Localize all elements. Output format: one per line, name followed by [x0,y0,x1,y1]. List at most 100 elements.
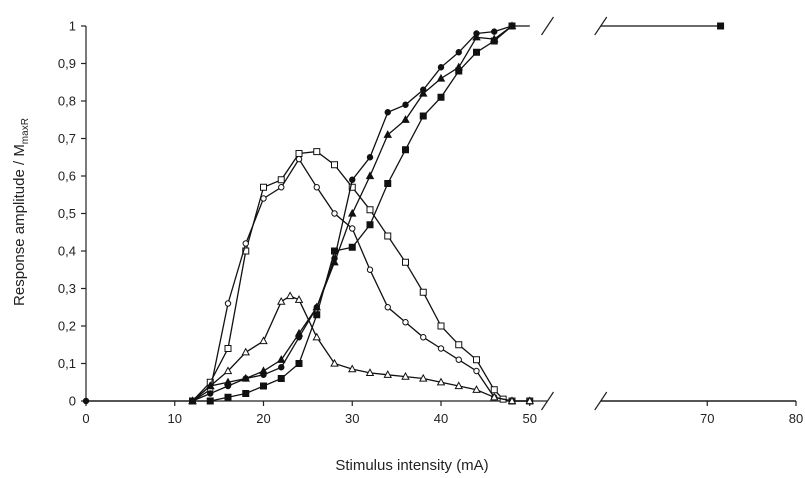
data-point [507,396,517,405]
plateau-after-break [600,22,725,30]
data-point [436,377,446,386]
series-filled-triangle [188,21,517,405]
data-point [455,356,462,363]
series-group [82,21,796,405]
data-point [437,322,445,330]
data-point [224,393,232,401]
data-point [383,130,392,138]
data-point [260,382,267,390]
data-point [241,373,250,382]
data-point [348,208,357,217]
data-point [490,37,498,45]
data-point [312,332,321,341]
data-point [313,148,321,156]
data-point [490,386,498,394]
data-point [348,183,356,191]
data-point [277,355,286,363]
data-point [365,368,375,376]
data-point [419,112,427,120]
data-point [366,266,374,273]
data-point [242,247,250,255]
data-point [472,32,481,41]
data-point [366,221,374,229]
data-point [717,22,725,30]
data-point [454,381,463,390]
data-point [277,296,286,305]
series-line [192,150,530,402]
y-tick-label: 0,8 [58,94,76,109]
data-point [348,243,356,251]
x-axis-title: Stimulus intensity (mA) [335,457,488,474]
data-point [490,392,499,401]
series-open-triangle [188,291,534,405]
data-point [259,366,268,375]
x-tick-label: 20 [256,411,270,426]
series-open-square [189,148,534,405]
data-point [224,345,232,352]
y-tick-label: 0,7 [58,131,76,146]
data-point [349,176,356,183]
data-point [491,28,498,35]
data-point [473,367,480,375]
data-point [330,358,339,367]
data-point [383,370,392,378]
data-point [384,232,392,240]
data-point [224,300,232,307]
data-point [455,67,463,75]
data-point [206,381,215,390]
data-point [277,176,285,184]
data-point [331,161,338,169]
data-point [437,93,445,101]
data-point [419,373,428,382]
data-point [260,183,267,191]
data-point [278,364,285,371]
y-tick-label: 0,4 [58,244,76,259]
data-point [294,328,304,337]
series-line [192,157,530,402]
data-point [366,206,374,214]
x-tick-label: 10 [168,411,182,426]
data-point [349,225,356,232]
y-tick-label: 0,5 [58,206,76,221]
data-point [260,195,267,202]
data-point [384,304,391,311]
break-slash [541,391,554,411]
data-point [313,311,321,319]
data-point [278,184,285,191]
break-slash [594,16,608,36]
data-point [402,319,409,326]
data-point [313,184,320,191]
data-point [223,377,233,386]
data-point [241,347,250,356]
x-tick-label: 70 [700,411,714,426]
y-axis-title-main: Response amplitude / M [11,144,28,306]
break-slash [541,16,554,36]
data-point [437,64,445,71]
data-point [384,180,392,187]
series-line [192,295,530,402]
data-point [455,341,463,349]
data-point [242,390,250,397]
data-point [472,385,481,393]
break-slash [594,391,608,411]
data-point [366,154,374,161]
data-point [473,48,480,56]
data-point [331,210,338,217]
data-point [419,88,428,97]
data-point [420,334,427,341]
y-tick-label: 0,9 [58,56,76,71]
data-point [402,258,409,266]
data-point [259,336,268,345]
data-point [365,171,375,180]
data-point [402,146,409,154]
y-tick-label: 1 [69,19,76,34]
data-point [330,257,339,266]
data-point [223,366,233,375]
data-point [295,155,303,163]
data-point [242,240,249,247]
data-point [207,390,214,397]
data-point [295,360,303,367]
data-point [525,396,534,405]
x-tick-label: 50 [523,411,537,426]
